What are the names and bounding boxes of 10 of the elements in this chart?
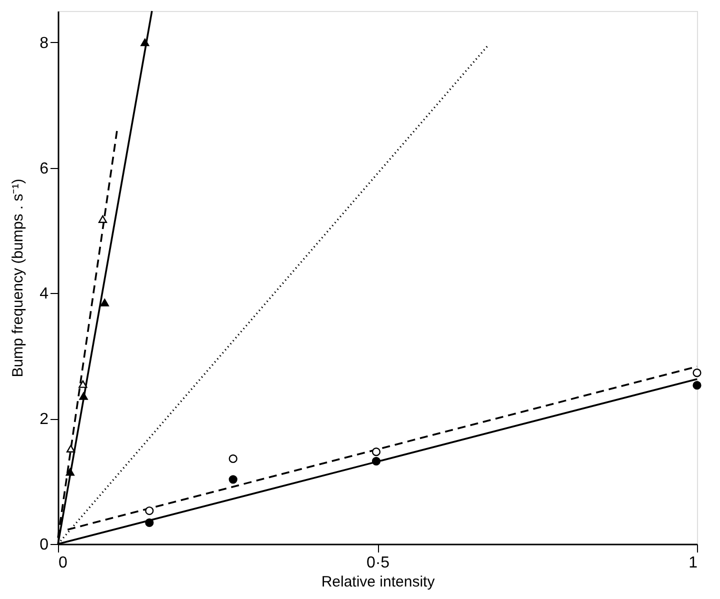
y-tick-label: 2 — [40, 411, 49, 428]
y-axis-title: Bump frequency (bumps . s⁻¹) — [10, 178, 27, 378]
x-tick-label: 1 — [688, 554, 698, 572]
y-tick-label: 8 — [40, 34, 49, 52]
x-axis-title: Relative intensity — [321, 574, 436, 590]
y-tick-label: 6 — [40, 160, 49, 178]
x-tick-label: 0·5 — [366, 554, 390, 572]
x-tick-label: 0 — [58, 554, 68, 572]
y-tick-label: 0 — [40, 536, 49, 554]
y-tick-label: 4 — [40, 286, 49, 303]
